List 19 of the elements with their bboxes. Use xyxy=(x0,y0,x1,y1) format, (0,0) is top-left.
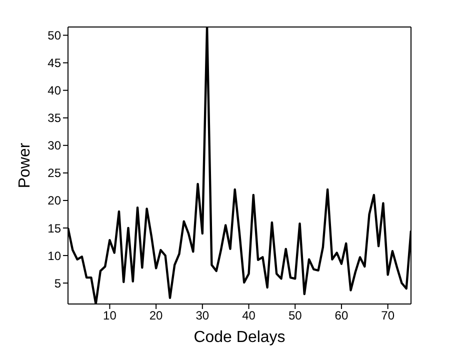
x-tick-label: 20 xyxy=(149,308,164,323)
x-tick-label: 40 xyxy=(242,308,256,323)
y-tick-label: 50 xyxy=(48,28,62,43)
x-tick-label: 30 xyxy=(196,308,210,323)
y-tick-label: 45 xyxy=(48,56,62,70)
y-tick-label: 35 xyxy=(48,111,62,126)
x-tick-label: 70 xyxy=(381,308,395,323)
x-tick-label: 60 xyxy=(334,308,348,323)
y-tick-label: 10 xyxy=(48,248,62,263)
y-axis-title: Power xyxy=(16,142,34,188)
y-tick-label: 25 xyxy=(48,166,62,180)
y-tick-label: 20 xyxy=(48,194,62,208)
x-axis-title: Code Delays xyxy=(194,329,286,346)
x-tick-label: 50 xyxy=(288,308,302,323)
y-tick-label: 40 xyxy=(48,84,62,98)
y-tick-label: 30 xyxy=(48,138,62,153)
y-tick-label: 5 xyxy=(54,276,62,290)
x-tick-label: 10 xyxy=(103,308,117,323)
y-tick-label: 15 xyxy=(48,221,62,236)
